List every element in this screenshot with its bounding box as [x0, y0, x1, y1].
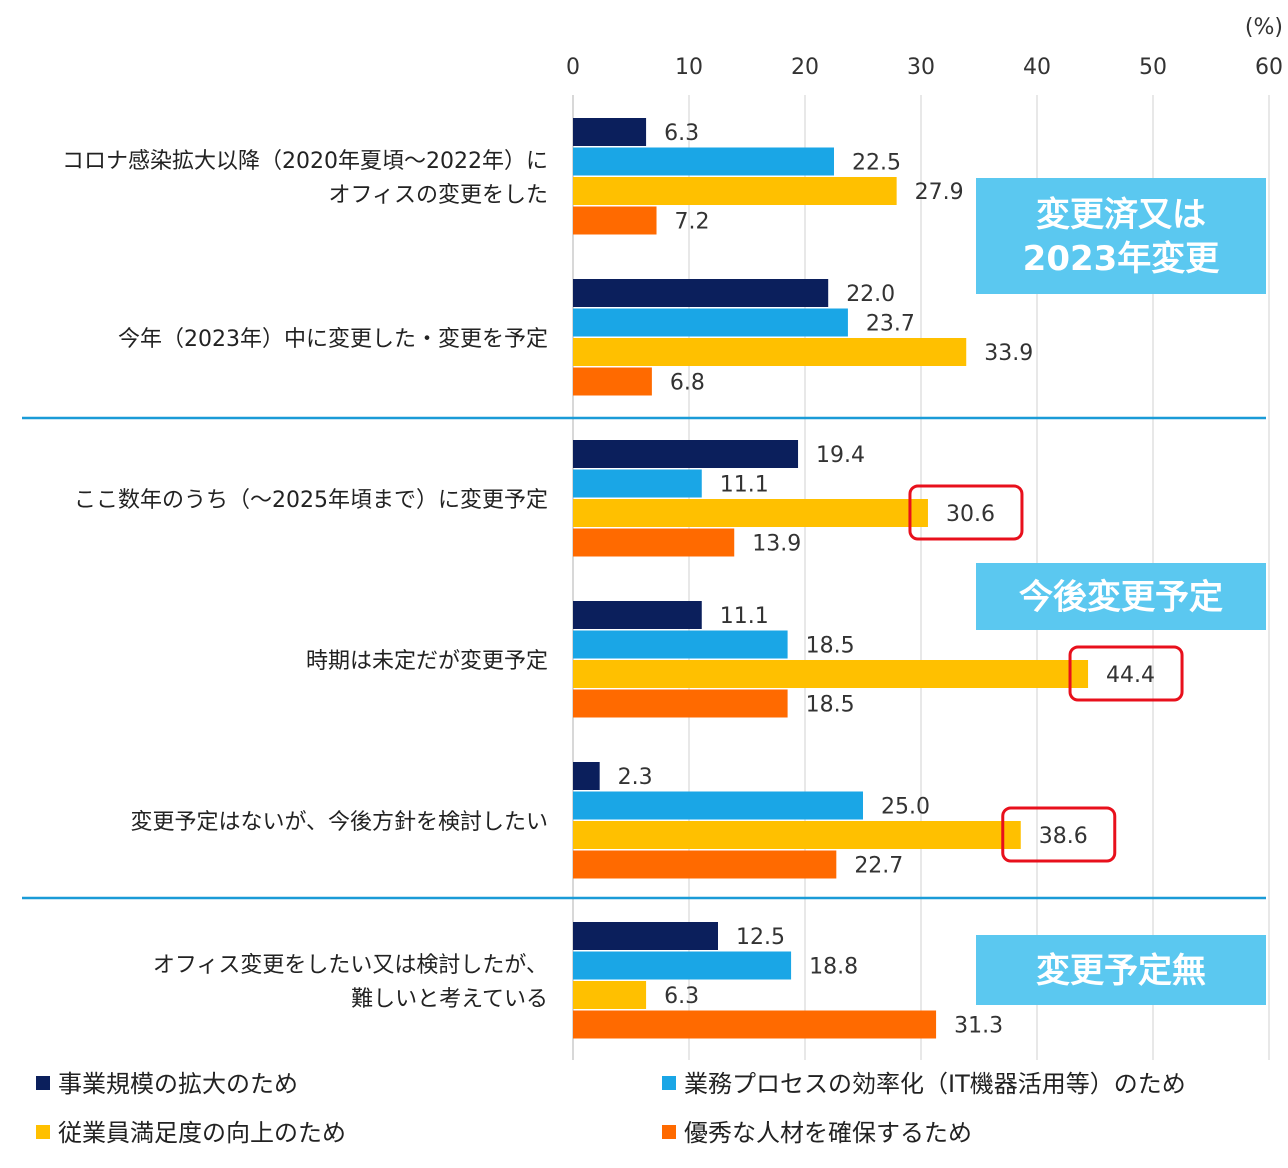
data-label: 38.6 — [1039, 824, 1088, 849]
data-label: 18.8 — [809, 955, 858, 980]
legend-label: 従業員満足度の向上のため — [58, 1119, 346, 1147]
bar — [573, 791, 863, 820]
category-label: オフィスの変更をした — [328, 183, 548, 208]
bar — [573, 308, 848, 337]
legend-label: 業務プロセスの効率化（IT機器活用等）のため — [684, 1070, 1186, 1098]
legend-swatch — [36, 1125, 50, 1139]
bar — [573, 821, 1021, 849]
data-label: 23.7 — [866, 312, 915, 337]
bar — [573, 689, 788, 718]
bar — [573, 440, 799, 468]
x-tick-label: 40 — [1023, 55, 1051, 80]
group-label-box — [976, 935, 1266, 1005]
bar — [573, 469, 702, 498]
data-label: 18.5 — [806, 693, 855, 718]
data-label: 6.3 — [664, 984, 699, 1009]
bar — [573, 528, 735, 557]
bar — [573, 1010, 937, 1039]
data-label: 33.9 — [984, 341, 1033, 366]
bar — [573, 118, 647, 146]
bar — [573, 850, 837, 879]
bar — [573, 147, 834, 176]
highlight-box — [908, 484, 1024, 541]
category-label: コロナ感染拡大以降（2020年夏頃～2022年）に — [62, 149, 548, 174]
category-label: 今年（2023年）中に変更した・変更を予定 — [118, 327, 548, 352]
unit-label: (%) — [1245, 15, 1283, 40]
bar — [573, 951, 792, 980]
data-label: 12.5 — [736, 925, 785, 950]
data-label: 22.0 — [846, 282, 895, 307]
legend-swatch — [662, 1076, 676, 1090]
highlight-box — [1068, 645, 1184, 702]
group-label-text: 2023年変更 — [1023, 239, 1221, 279]
bar — [573, 338, 967, 366]
legend-swatch — [36, 1076, 50, 1090]
bar — [573, 279, 829, 307]
group-label-text: 今後変更予定 — [1019, 578, 1223, 618]
data-label: 13.9 — [752, 532, 801, 557]
highlight-box — [1001, 806, 1117, 863]
x-tick-label: 60 — [1255, 55, 1283, 80]
legend-label: 優秀な人材を確保するため — [684, 1119, 972, 1147]
data-label: 6.8 — [670, 371, 705, 396]
data-label: 31.3 — [954, 1014, 1003, 1039]
data-label: 44.4 — [1106, 663, 1155, 688]
category-label: 変更予定はないが、今後方針を検討したい — [130, 810, 548, 835]
x-tick-label: 10 — [675, 55, 703, 80]
group-label-box — [976, 178, 1266, 294]
data-label: 30.6 — [946, 502, 995, 527]
x-tick-label: 50 — [1139, 55, 1167, 80]
data-label: 2.3 — [618, 765, 653, 790]
bar — [573, 630, 788, 659]
group-label-text: 変更済又は — [1036, 195, 1206, 235]
data-label: 19.4 — [816, 443, 865, 468]
x-tick-label: 30 — [907, 55, 935, 80]
bar — [573, 177, 897, 205]
bar — [573, 367, 652, 396]
group-label-text: 変更予定無 — [1036, 951, 1206, 991]
group-label-box — [976, 563, 1266, 630]
bar — [573, 660, 1089, 688]
data-label: 25.0 — [881, 795, 930, 820]
x-tick-label: 20 — [791, 55, 819, 80]
bar — [573, 601, 702, 629]
bar — [573, 922, 718, 950]
bar — [573, 981, 647, 1009]
data-label: 22.7 — [854, 854, 903, 879]
data-label: 11.1 — [720, 473, 769, 498]
category-label: 時期は未定だが変更予定 — [306, 649, 548, 674]
bar — [573, 206, 657, 235]
data-label: 6.3 — [664, 121, 699, 146]
bar — [573, 762, 600, 790]
category-label: ここ数年のうち（～2025年頃まで）に変更予定 — [74, 488, 548, 513]
bar — [573, 499, 928, 527]
data-label: 27.9 — [915, 180, 964, 205]
legend-label: 事業規模の拡大のため — [58, 1070, 298, 1098]
category-label: 難しいと考えている — [351, 987, 548, 1012]
data-label: 7.2 — [675, 210, 710, 235]
data-label: 18.5 — [806, 634, 855, 659]
data-label: 11.1 — [720, 604, 769, 629]
legend-swatch — [662, 1125, 676, 1139]
category-label: オフィス変更をしたい又は検討したが、 — [153, 953, 548, 978]
x-tick-label: 0 — [566, 55, 580, 80]
data-label: 22.5 — [852, 151, 901, 176]
